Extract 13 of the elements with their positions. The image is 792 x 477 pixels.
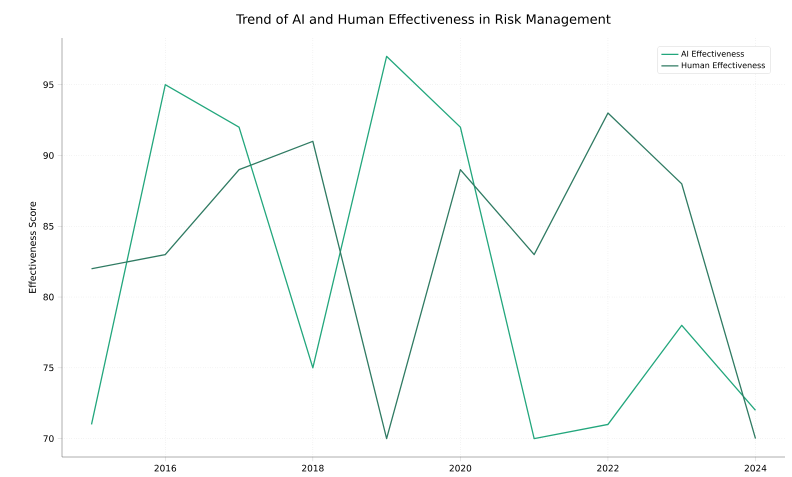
chart-title: Trend of AI and Human Effectiveness in Risk Management (236, 14, 611, 26)
x-tick-label: 2024 (744, 464, 766, 472)
x-tick-label: 2020 (450, 464, 472, 472)
y-tick-label: 70 (44, 435, 54, 442)
x-tick-label: 2022 (597, 464, 618, 472)
y-tick-label: 80 (43, 294, 54, 300)
y-tick-label: 95 (43, 81, 54, 88)
y-tick-label: 90 (43, 152, 54, 159)
x-tick-label: 2018 (302, 464, 324, 472)
x-tick-label: 2016 (154, 464, 176, 472)
y-tick-label: 85 (43, 222, 54, 230)
y-axis-title: Effectiveness Score (28, 202, 36, 293)
y-tick-label: 75 (44, 364, 54, 372)
